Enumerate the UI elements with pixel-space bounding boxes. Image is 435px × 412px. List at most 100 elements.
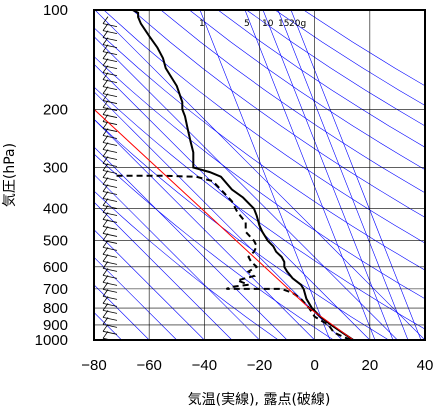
- wind-barb-flag: [102, 261, 109, 269]
- wind-barb: [102, 198, 118, 202]
- wind-barb-flag: [102, 268, 109, 276]
- y-tick-label: 400: [43, 201, 68, 218]
- wind-barb-flag: [102, 128, 109, 136]
- wind-barb-flag: [102, 310, 109, 318]
- isotherm-line: [94, 10, 425, 340]
- wind-barb: [102, 233, 118, 237]
- wind-barb: [102, 219, 118, 223]
- isotherm-line: [94, 256, 177, 340]
- wind-barb-flag: [102, 226, 109, 234]
- mixing-ratio-labels: 1 5 10 15 20g: [199, 19, 306, 29]
- x-tick-labels: −80 −60 −40 −20 0 20 40: [81, 357, 433, 374]
- wind-barb: [102, 302, 118, 307]
- wind-barb-flag: [102, 282, 109, 290]
- wind-barb: [102, 316, 118, 321]
- wind-barb-flag: [102, 93, 109, 101]
- dry-adiabat-line: [160, 10, 425, 194]
- wind-barb: [102, 135, 118, 139]
- isotherm-line: [94, 91, 343, 340]
- wind-barb: [102, 100, 118, 104]
- x-tick-label: 20: [361, 357, 378, 374]
- wind-barb-flag: [102, 275, 109, 283]
- wind-barb-flag: [102, 121, 109, 129]
- x-axis-label: 気温(実線), 露点(破線): [188, 392, 331, 408]
- wind-barb-flag: [102, 51, 109, 59]
- parcel-line: [94, 108, 354, 340]
- wind-barb-flag: [102, 198, 109, 206]
- wind-barb-flag: [102, 107, 109, 115]
- wind-barb: [102, 86, 118, 90]
- wind-barb-flag: [102, 156, 109, 164]
- isotherm-line: [94, 63, 371, 340]
- wind-barb: [102, 65, 118, 70]
- x-tick-label: −40: [192, 357, 217, 374]
- wind-barb-flag: [102, 177, 109, 185]
- mixing-ratio-line: [262, 10, 394, 340]
- wind-barb: [102, 205, 118, 209]
- mixing-ratio-label: 10: [262, 19, 274, 29]
- wind-barb-flag: [102, 324, 109, 332]
- wind-barb: [102, 170, 118, 174]
- wind-barb-flag: [102, 191, 109, 199]
- x-tick-label: −80: [81, 357, 106, 374]
- isotherm-line: [94, 229, 205, 340]
- mixing-ratio-label: 15: [278, 19, 289, 29]
- x-tick-label: 0: [310, 357, 318, 374]
- wind-barb: [102, 212, 118, 216]
- wind-barb-flag: [102, 247, 109, 255]
- y-tick-label: 600: [43, 259, 68, 276]
- temperature-line: [132, 10, 354, 340]
- plot-frame: [93, 9, 426, 341]
- wind-barb-flag: [102, 163, 109, 171]
- wind-barb-flag: [102, 142, 109, 150]
- wind-barb-flag: [102, 23, 109, 31]
- dry-adiabat-line: [246, 10, 425, 127]
- wind-barb-flag: [102, 184, 109, 192]
- y-axis-label: 気圧(hPa): [2, 143, 18, 207]
- wind-barb: [102, 274, 118, 279]
- y-tick-label: 200: [43, 101, 68, 118]
- wind-barb-flag: [102, 44, 109, 52]
- dry-adiabat-line: [94, 56, 425, 300]
- dry-adiabat-line: [303, 10, 425, 87]
- dry-adiabat-line: [217, 10, 425, 148]
- wind-barb-flag: [102, 100, 109, 108]
- mixing-ratio-label: 1: [199, 19, 205, 29]
- wind-barb: [102, 44, 118, 49]
- dry-adiabat-line: [94, 118, 389, 340]
- wind-barb: [102, 191, 118, 195]
- mixing-ratio-label: 20g: [289, 19, 306, 29]
- wind-barb: [102, 114, 118, 118]
- wind-barb-flag: [102, 240, 109, 248]
- mixing-ratio-line: [277, 10, 409, 340]
- wind-barb-flag: [102, 30, 109, 38]
- wind-barb: [102, 226, 118, 230]
- wind-barb-flag: [102, 135, 109, 143]
- y-tick-label: 900: [43, 317, 68, 334]
- wind-barb: [102, 323, 118, 328]
- wind-barb-flag: [102, 170, 109, 178]
- wind-barb-flag: [102, 79, 109, 87]
- wind-barb-flag: [102, 37, 109, 45]
- wind-barb: [102, 51, 118, 56]
- wind-barb-flag: [102, 296, 109, 304]
- wind-barb-flag: [102, 72, 109, 80]
- wind-barb: [102, 142, 118, 146]
- wind-barb: [102, 37, 118, 42]
- wind-barb-flag: [102, 303, 109, 311]
- x-tick-label: −20: [247, 357, 272, 374]
- dewpoint-line: [116, 174, 351, 340]
- y-tick-label: 500: [43, 233, 68, 250]
- x-tick-label: 40: [417, 357, 434, 374]
- wind-barb: [102, 240, 118, 244]
- wind-barb: [102, 281, 118, 286]
- wind-barb-flag: [102, 289, 109, 297]
- wind-barb: [102, 149, 118, 153]
- wind-barb-flag: [102, 86, 109, 94]
- x-tick-label: −60: [136, 357, 161, 374]
- wind-barb: [102, 23, 118, 28]
- wind-barb: [102, 254, 118, 258]
- isotherm-line: [94, 36, 398, 340]
- wind-barb-flag: [102, 114, 109, 122]
